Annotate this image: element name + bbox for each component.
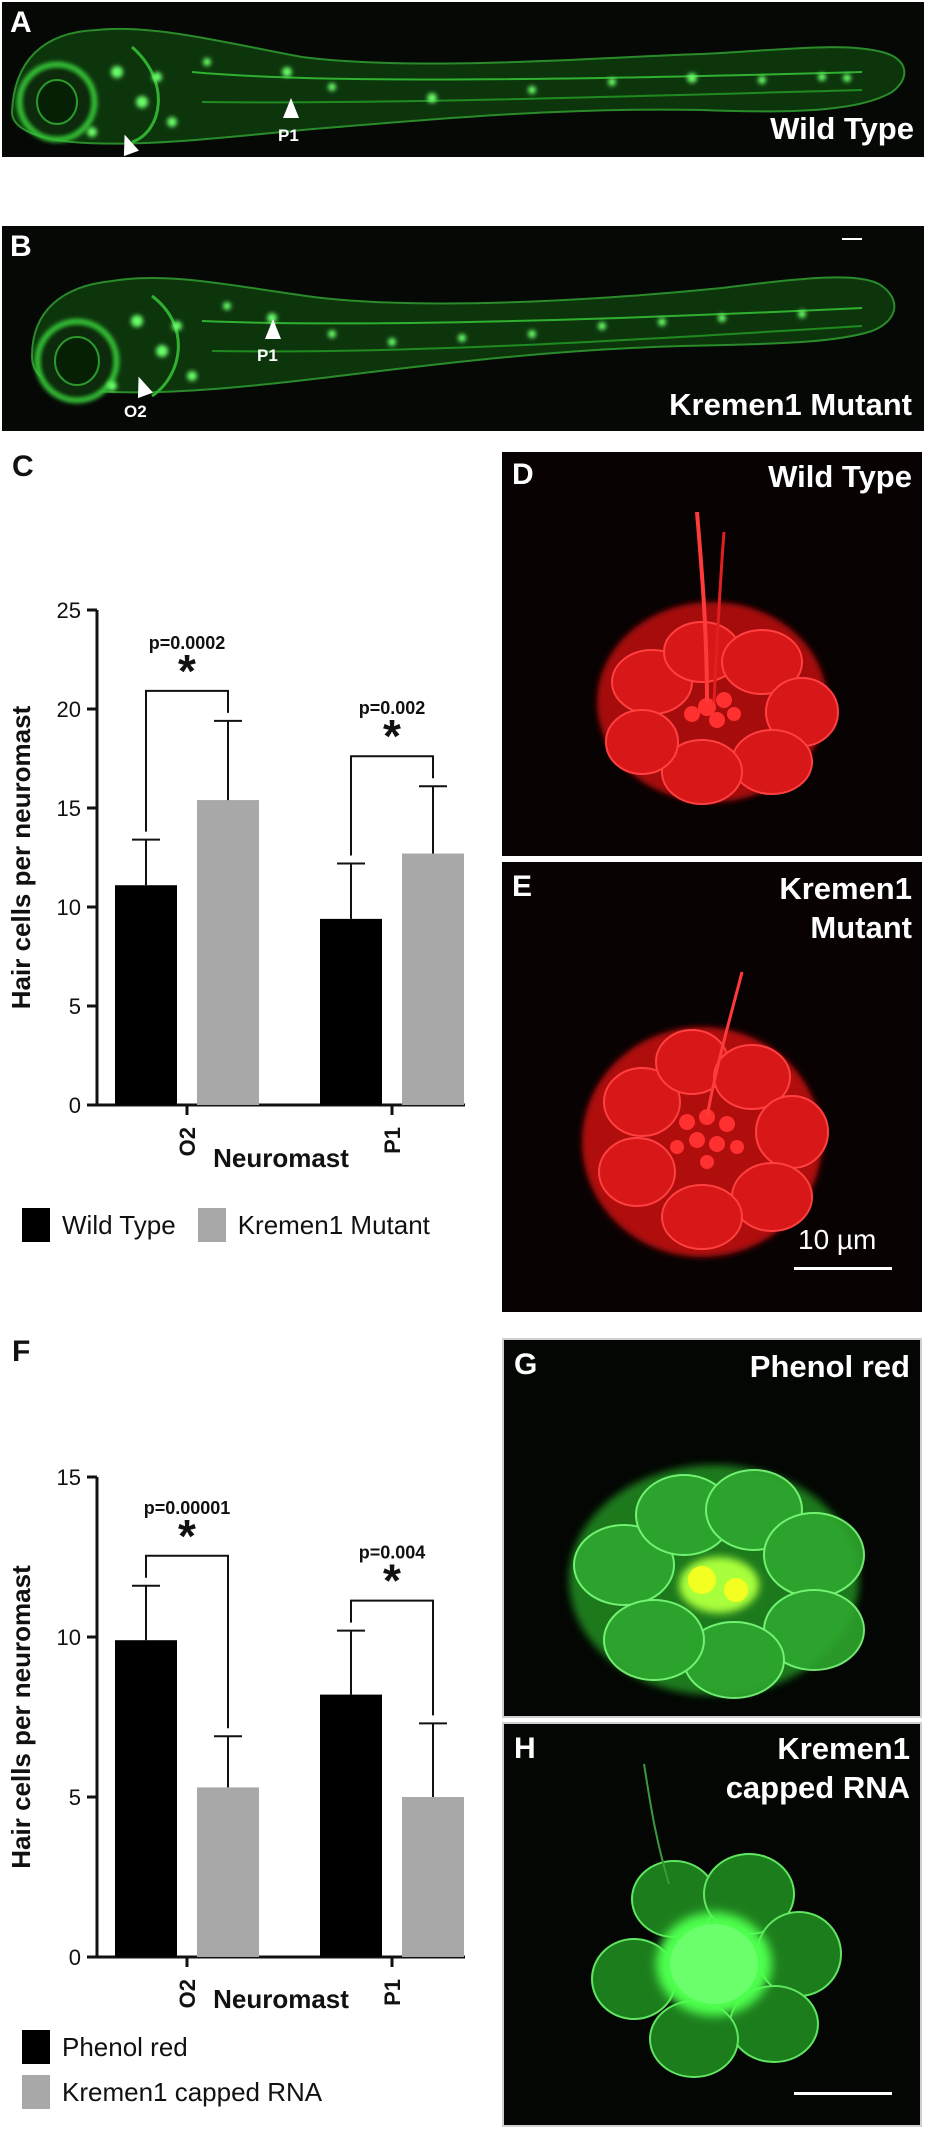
bar-p1-series-0: [320, 1694, 382, 1957]
x-tick-label-o2: O2: [175, 1979, 200, 2008]
bar-p1-series-1: [402, 1797, 464, 1957]
y-tick-label: 0: [69, 1945, 81, 1970]
panel-h-caption-line1: Kremen1: [777, 1731, 910, 1766]
panel-letter-g: G: [514, 1348, 538, 1381]
p-value-label: p=0.00001: [144, 1498, 231, 1518]
y-tick-label: 10: [57, 895, 81, 920]
x-axis-label: Neuromast: [213, 1143, 349, 1173]
legend-f-row2: Kremen1 capped RNA: [22, 2075, 322, 2109]
marker-label-p1-a: P1: [278, 126, 299, 145]
panel-e-caption-line1: Kremen1: [779, 871, 912, 906]
y-axis-label: Hair cells per neuromast: [6, 705, 36, 1009]
scale-bar-b: [842, 238, 862, 240]
y-tick-label: 0: [69, 1093, 81, 1118]
x-tick-label-o2: O2: [175, 1127, 200, 1156]
significance-bracket: [350, 755, 434, 856]
significance-star: *: [178, 1510, 196, 1562]
panel-letter-f: F: [12, 1335, 31, 1368]
legend-swatch-phenol-red: [22, 2030, 50, 2064]
panel-e-caption-line2: Mutant: [810, 909, 912, 945]
bar-o2-series-1: [197, 1787, 259, 1957]
bar-o2-series-1: [197, 800, 259, 1105]
p-value-label: p=0.0002: [149, 633, 226, 653]
p-value-label: p=0.002: [359, 698, 426, 718]
panel-letter-h: H: [514, 1732, 536, 1765]
p-value-label: p=0.004: [359, 1543, 426, 1563]
legend-label-kremen1-capped-rna: Kremen1 capped RNA: [62, 2076, 323, 2107]
larva-image-b: [30, 238, 896, 403]
marker-label-p1-b: P1: [257, 346, 278, 365]
legend-f-row1: Phenol red: [22, 2030, 188, 2064]
significance-star: *: [383, 1555, 401, 1607]
panel-e-caption: Kremen1 Mutant: [779, 870, 912, 948]
panel-letter-b: B: [10, 230, 32, 263]
x-tick-label-p1: P1: [380, 1127, 405, 1154]
bar-p1-series-0: [320, 918, 382, 1105]
legend-label-wildtype: Wild Type: [62, 1209, 176, 1240]
legend-swatch-wildtype: [22, 1208, 50, 1242]
marker-label-o2-b: O2: [124, 402, 147, 421]
neuromast-image-g: [569, 1465, 865, 1699]
neuromast-image-h: [591, 1763, 892, 2095]
larva-image-a: [10, 27, 906, 145]
y-tick-label: 20: [57, 697, 81, 722]
arrowhead-p1-a: [283, 98, 299, 118]
panel-letter-e: E: [512, 870, 533, 903]
legend-label-kremen1-mutant: Kremen1 Mutant: [237, 1209, 430, 1240]
legend-swatch-kremen1-mutant: [197, 1208, 226, 1242]
legend-swatch-kremen1-capped-rna: [22, 2075, 50, 2109]
y-tick-label: 15: [57, 1465, 81, 1490]
legend-label-phenol-red: Phenol red: [62, 2031, 188, 2062]
panel-g-phenol-red-neuromast: G Phenol red: [502, 1338, 922, 1718]
panel-h-caption: Kremen1 capped RNA: [726, 1730, 910, 1808]
panel-a-wildtype-larva: A O2 P1 Wild Type: [2, 2, 924, 157]
significance-bracket: [350, 1599, 434, 1716]
panel-e-kremen1-neuromast: E Kremen1 Mutant 10 µm: [502, 862, 922, 1312]
neuromast-image-d: [597, 511, 839, 805]
y-tick-label: 5: [69, 994, 81, 1019]
panel-letter-d: D: [512, 458, 534, 491]
panel-letter-a: A: [10, 6, 32, 39]
bar-p1-series-1: [402, 853, 464, 1105]
panel-g-caption: Phenol red: [749, 1349, 910, 1384]
panel-d-wildtype-neuromast: D Wild Type: [502, 452, 922, 856]
arrowhead-p1-b: [265, 319, 281, 339]
y-tick-label: 10: [57, 1625, 81, 1650]
bar-o2-series-0: [115, 885, 177, 1105]
significance-bracket: [145, 689, 229, 832]
panel-b-kremen1-larva: B O2 P1 Kremen1 Mutant: [2, 226, 924, 431]
x-axis-label: Neuromast: [213, 1984, 349, 2014]
scale-bar-label-e: 10 µm: [798, 1224, 877, 1255]
neuromast-image-e: [582, 971, 892, 1270]
y-tick-label: 5: [69, 1785, 81, 1810]
panel-h-kremen1-rna-neuromast: H Kremen1 capped RNA: [502, 1722, 922, 2127]
significance-star: *: [178, 645, 196, 697]
legend-c: Wild Type Kremen1 Mutant: [22, 1208, 430, 1242]
y-tick-label: 25: [57, 598, 81, 623]
x-tick-label-p1: P1: [380, 1979, 405, 2006]
panel-a-caption: Wild Type: [770, 111, 914, 146]
scale-bar-h: [794, 2092, 892, 2095]
panel-letter-c: C: [12, 450, 34, 483]
panel-d-caption: Wild Type: [768, 459, 912, 494]
bar-o2-series-0: [115, 1640, 177, 1957]
y-axis-label: Hair cells per neuromast: [6, 1565, 36, 1869]
significance-bracket: [145, 1554, 229, 1729]
panel-h-caption-line2: capped RNA: [725, 1769, 910, 1805]
scale-bar-e: [794, 1267, 892, 1270]
significance-star: *: [383, 710, 401, 762]
y-tick-label: 15: [57, 796, 81, 821]
panel-b-caption: Kremen1 Mutant: [669, 387, 912, 422]
